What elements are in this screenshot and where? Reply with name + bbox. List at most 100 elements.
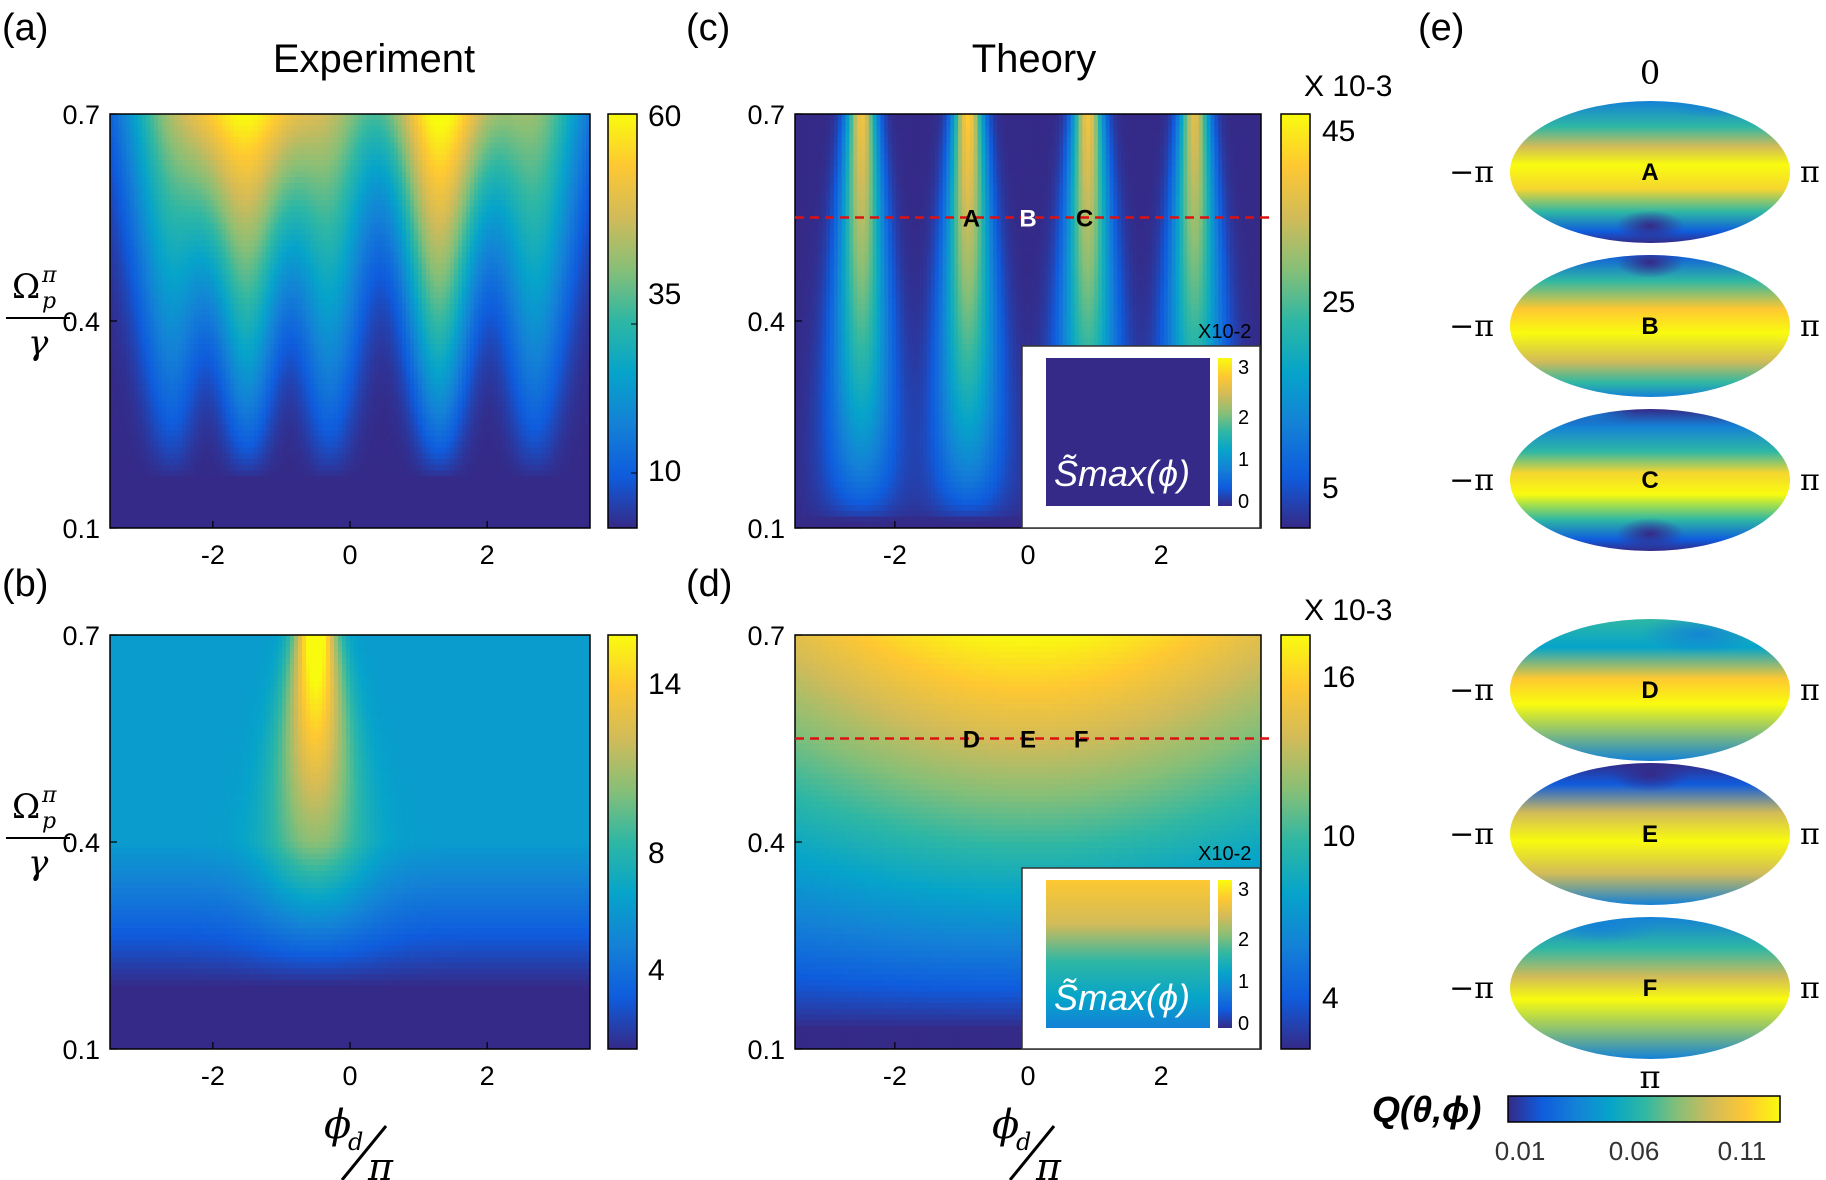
heatmap-cell <box>534 148 539 155</box>
heatmap-cell <box>278 142 283 150</box>
heatmap-cell <box>274 303 279 311</box>
heatmap-cell <box>574 148 579 155</box>
heatmap-cell <box>406 217 411 224</box>
heatmap-cell <box>430 280 435 288</box>
heatmap-cell <box>394 142 399 150</box>
heatmap-cell <box>162 131 167 138</box>
heatmap-cell <box>414 280 419 288</box>
heatmap-cell <box>554 119 559 127</box>
heatmap-cell <box>370 303 375 311</box>
heatmap-cell <box>178 326 183 334</box>
heatmap-cell <box>282 217 287 224</box>
heatmap-cell <box>214 154 219 161</box>
heatmap-cell <box>346 114 351 121</box>
heatmap-cell <box>442 269 447 276</box>
heatmap-cell <box>418 200 423 207</box>
heatmap-cell <box>362 217 367 224</box>
heatmap-cell <box>254 252 259 259</box>
heatmap-cell <box>230 211 235 219</box>
heatmap-cell <box>486 217 491 224</box>
heatmap-cell <box>274 131 279 138</box>
heatmap-cell <box>414 125 419 132</box>
heatmap-cell <box>446 188 451 196</box>
heatmap-cell <box>410 223 415 230</box>
heatmap-cell <box>118 257 123 265</box>
heatmap-cell <box>442 206 447 213</box>
heatmap-cell <box>494 344 499 351</box>
heatmap-cell <box>350 269 355 276</box>
heatmap-cell <box>354 119 359 127</box>
heatmap-cell <box>422 217 427 224</box>
heatmap-cell <box>310 131 315 138</box>
heatmap-cell <box>502 148 507 155</box>
heatmap-cell <box>370 234 375 242</box>
heatmap-cell <box>238 303 243 311</box>
heatmap-cell <box>298 344 303 351</box>
heatmap-cell <box>314 114 319 121</box>
heatmap-cell <box>110 154 115 161</box>
heatmap-cell <box>506 183 511 190</box>
heatmap-cell <box>174 142 179 150</box>
heatmap-cell <box>434 332 439 339</box>
heatmap-cell <box>174 321 179 328</box>
heatmap-cell <box>242 298 247 305</box>
heatmap-cell <box>530 338 535 345</box>
heatmap-cell <box>122 200 127 207</box>
heatmap-cell <box>414 217 419 224</box>
heatmap-cell <box>130 217 135 224</box>
heatmap-cell <box>426 326 431 334</box>
heatmap-cell <box>318 234 323 242</box>
heatmap-cell <box>258 154 263 161</box>
heatmap-cell <box>206 263 211 270</box>
heatmap-cell <box>154 309 159 316</box>
panel-label-c: (c) <box>686 7 730 49</box>
heatmap-cell <box>166 148 171 155</box>
heatmap-cell <box>510 326 515 334</box>
heatmap-cell <box>354 263 359 270</box>
heatmap-cell <box>462 217 467 224</box>
heatmap-cell <box>202 252 207 259</box>
heatmap-cell <box>238 188 243 196</box>
heatmap-cell <box>250 217 255 224</box>
heatmap-cell <box>558 206 563 213</box>
heatmap-cell <box>486 338 491 345</box>
heatmap-cell <box>134 194 139 201</box>
heatmap-cell <box>382 240 387 247</box>
heatmap-cell <box>530 171 535 178</box>
heatmap-cell <box>186 131 191 138</box>
heatmap-cell <box>162 349 167 357</box>
heatmap-cell <box>494 171 499 178</box>
heatmap-cell <box>314 194 319 201</box>
heatmap-cell <box>346 148 351 155</box>
heatmap-cell <box>570 303 575 311</box>
heatmap-cell <box>578 160 583 167</box>
heatmap-cell <box>198 142 203 150</box>
heatmap-cell <box>442 137 447 144</box>
heatmap-cell <box>234 206 239 213</box>
heatmap-cell <box>202 211 207 219</box>
heatmap-cell <box>550 286 555 293</box>
heatmap-cell <box>226 165 231 173</box>
heatmap-cell <box>422 234 427 242</box>
heatmap-cell <box>502 321 507 328</box>
heatmap-cell <box>414 286 419 293</box>
heatmap-cell <box>370 338 375 345</box>
heatmap-cell <box>366 229 371 236</box>
heatmap-cell <box>538 332 543 339</box>
heatmap-cell <box>146 240 151 247</box>
heatmap-cell <box>478 200 483 207</box>
heatmap-cell <box>266 315 271 322</box>
heatmap-cell <box>278 165 283 173</box>
heatmap-cell <box>342 292 347 299</box>
heatmap-cell <box>558 217 563 224</box>
heatmap-cell <box>270 252 275 259</box>
heatmap-cell <box>122 194 127 201</box>
heatmap-cell <box>298 119 303 127</box>
heatmap-cell <box>542 200 547 207</box>
heatmap-cell <box>510 321 515 328</box>
heatmap-cell <box>402 303 407 311</box>
heatmap-cell <box>558 148 563 155</box>
heatmap-cell <box>542 292 547 299</box>
heatmap-cell <box>474 315 479 322</box>
heatmap-cell <box>170 263 175 270</box>
